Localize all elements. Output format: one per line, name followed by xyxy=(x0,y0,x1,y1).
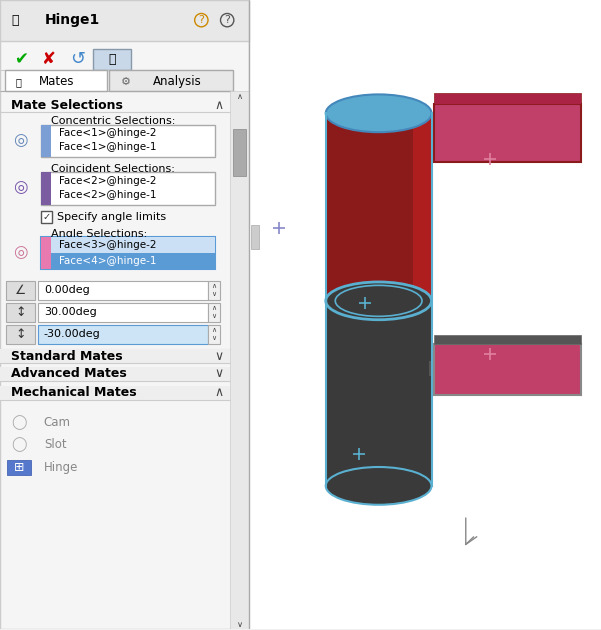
FancyBboxPatch shape xyxy=(0,386,230,399)
Text: ↺: ↺ xyxy=(70,50,86,68)
FancyBboxPatch shape xyxy=(5,70,107,91)
FancyBboxPatch shape xyxy=(51,253,215,270)
FancyBboxPatch shape xyxy=(41,237,51,270)
Text: ✘: ✘ xyxy=(42,50,56,68)
Text: ∧: ∧ xyxy=(215,386,224,399)
Polygon shape xyxy=(429,361,434,376)
Text: Slot: Slot xyxy=(44,438,67,452)
Text: Mate Selections: Mate Selections xyxy=(11,100,123,112)
Text: -30.00deg: -30.00deg xyxy=(44,329,100,339)
Text: 📌: 📌 xyxy=(109,53,116,66)
FancyBboxPatch shape xyxy=(41,172,215,205)
Text: ⚙: ⚙ xyxy=(121,77,131,87)
FancyBboxPatch shape xyxy=(0,367,230,381)
Text: Mechanical Mates: Mechanical Mates xyxy=(11,386,136,399)
Text: Standard Mates: Standard Mates xyxy=(11,350,123,363)
Text: Face<4>@hinge-1: Face<4>@hinge-1 xyxy=(59,256,156,266)
Polygon shape xyxy=(429,112,434,129)
FancyBboxPatch shape xyxy=(41,211,52,224)
Text: ✓: ✓ xyxy=(42,212,50,222)
Text: ∧: ∧ xyxy=(215,100,224,112)
FancyBboxPatch shape xyxy=(93,49,131,70)
Polygon shape xyxy=(326,301,432,486)
Ellipse shape xyxy=(326,467,432,505)
Text: ∠: ∠ xyxy=(15,284,26,297)
Polygon shape xyxy=(434,93,581,105)
Text: ∨: ∨ xyxy=(212,313,216,319)
Text: ◎: ◎ xyxy=(13,178,27,196)
FancyBboxPatch shape xyxy=(41,125,51,158)
FancyBboxPatch shape xyxy=(208,303,220,321)
Text: ∧: ∧ xyxy=(212,327,216,333)
FancyBboxPatch shape xyxy=(109,70,233,91)
Text: ◎: ◎ xyxy=(13,243,27,261)
FancyBboxPatch shape xyxy=(7,460,31,475)
Text: Coincident Selections:: Coincident Selections: xyxy=(51,164,175,174)
Text: Face<1>@hinge-1: Face<1>@hinge-1 xyxy=(59,142,156,152)
FancyBboxPatch shape xyxy=(233,129,246,176)
Text: Cam: Cam xyxy=(44,416,71,429)
Text: ∧: ∧ xyxy=(212,305,216,311)
Text: ✔: ✔ xyxy=(14,50,28,68)
FancyBboxPatch shape xyxy=(41,125,215,158)
Ellipse shape xyxy=(326,282,432,320)
Polygon shape xyxy=(413,113,432,301)
Text: Advanced Mates: Advanced Mates xyxy=(11,367,127,381)
FancyBboxPatch shape xyxy=(434,105,581,163)
FancyBboxPatch shape xyxy=(6,303,35,321)
FancyBboxPatch shape xyxy=(0,0,249,629)
Text: ⊞: ⊞ xyxy=(14,461,25,474)
FancyBboxPatch shape xyxy=(6,281,35,300)
Text: ∨: ∨ xyxy=(212,291,216,297)
Text: 30.00deg: 30.00deg xyxy=(44,307,97,317)
Text: Face<1>@hinge-2: Face<1>@hinge-2 xyxy=(59,129,156,139)
Text: ∨: ∨ xyxy=(212,335,216,341)
Text: Face<2>@hinge-2: Face<2>@hinge-2 xyxy=(59,176,156,186)
Text: Angle Selections:: Angle Selections: xyxy=(51,229,147,239)
Text: Face<2>@hinge-1: Face<2>@hinge-1 xyxy=(59,190,156,200)
Text: 0.00deg: 0.00deg xyxy=(44,285,90,295)
FancyBboxPatch shape xyxy=(230,91,249,629)
FancyBboxPatch shape xyxy=(38,324,208,343)
Text: ∨: ∨ xyxy=(215,350,224,363)
Text: Hinge1: Hinge1 xyxy=(45,13,100,27)
Text: Specify angle limits: Specify angle limits xyxy=(57,212,166,222)
Text: Concentric Selections:: Concentric Selections: xyxy=(51,116,175,126)
Text: ∧: ∧ xyxy=(237,92,243,101)
Ellipse shape xyxy=(326,94,432,132)
Text: Analysis: Analysis xyxy=(153,76,202,88)
Text: 🔗: 🔗 xyxy=(11,14,19,26)
FancyBboxPatch shape xyxy=(0,349,230,363)
Polygon shape xyxy=(434,335,581,343)
FancyBboxPatch shape xyxy=(41,172,51,205)
Text: ↕: ↕ xyxy=(15,306,26,319)
Text: ?: ? xyxy=(198,15,204,25)
FancyBboxPatch shape xyxy=(38,303,208,321)
FancyBboxPatch shape xyxy=(208,324,220,343)
FancyBboxPatch shape xyxy=(434,343,581,395)
Text: Hinge: Hinge xyxy=(44,461,78,474)
FancyBboxPatch shape xyxy=(38,281,208,300)
FancyBboxPatch shape xyxy=(251,225,259,249)
Text: ◯: ◯ xyxy=(11,438,27,452)
Text: ↕: ↕ xyxy=(15,328,26,341)
Text: Face<3>@hinge-2: Face<3>@hinge-2 xyxy=(59,241,156,251)
Text: ◎: ◎ xyxy=(13,130,27,149)
Text: 🔗: 🔗 xyxy=(15,77,21,87)
FancyBboxPatch shape xyxy=(51,238,215,254)
Text: ∨: ∨ xyxy=(237,620,243,629)
Text: Mates: Mates xyxy=(39,76,75,88)
Polygon shape xyxy=(326,113,432,301)
FancyBboxPatch shape xyxy=(0,0,249,41)
FancyBboxPatch shape xyxy=(41,237,215,270)
Text: ?: ? xyxy=(224,15,230,25)
FancyBboxPatch shape xyxy=(208,281,220,300)
FancyBboxPatch shape xyxy=(249,0,601,629)
Text: ∨: ∨ xyxy=(215,367,224,381)
Text: ∧: ∧ xyxy=(212,283,216,289)
FancyBboxPatch shape xyxy=(6,324,35,343)
Text: ◯: ◯ xyxy=(11,415,27,430)
